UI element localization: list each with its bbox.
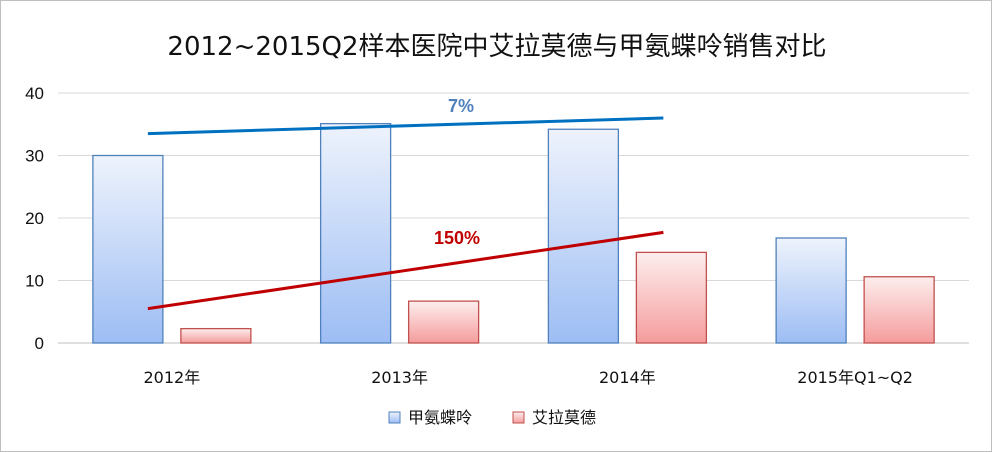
- trend-line-0: [147, 116, 664, 136]
- bar-iguratimod-2: [635, 251, 708, 344]
- bar-iguratimod-3: [863, 276, 935, 344]
- y-tick-label-40: 40: [25, 84, 44, 103]
- trend-line-1: [147, 230, 664, 311]
- bar-methotrexate-2: [547, 128, 620, 344]
- annotation-1: 150%: [434, 228, 480, 248]
- legend-swatch-0: [388, 411, 401, 424]
- chart-title: 2012~2015Q2样本医院中艾拉莫德与甲氨蝶呤销售对比: [167, 32, 826, 62]
- y-tick-label-0: 0: [35, 334, 44, 353]
- y-tick-label-10: 10: [25, 272, 44, 291]
- legend-label-1: 艾拉莫德: [532, 408, 596, 427]
- bar-methotrexate-3: [775, 237, 847, 344]
- bar-methotrexate-1: [319, 122, 392, 344]
- x-tick-label-2: 2014年: [599, 368, 656, 387]
- x-tick-label-1: 2013年: [371, 368, 428, 387]
- bar-iguratimod-1: [407, 300, 480, 344]
- bar-iguratimod-0: [180, 327, 252, 344]
- x-tick-label-0: 2012年: [144, 368, 201, 387]
- bar-methotrexate-0: [92, 154, 164, 344]
- annotation-0: 7%: [448, 96, 474, 116]
- legend-label-0: 甲氨蝶呤: [408, 408, 472, 427]
- y-tick-label-20: 20: [25, 209, 44, 228]
- x-tick-label-3: 2015年Q1~Q2: [797, 368, 913, 387]
- y-tick-label-30: 30: [25, 147, 44, 166]
- legend-swatch-1: [512, 411, 525, 424]
